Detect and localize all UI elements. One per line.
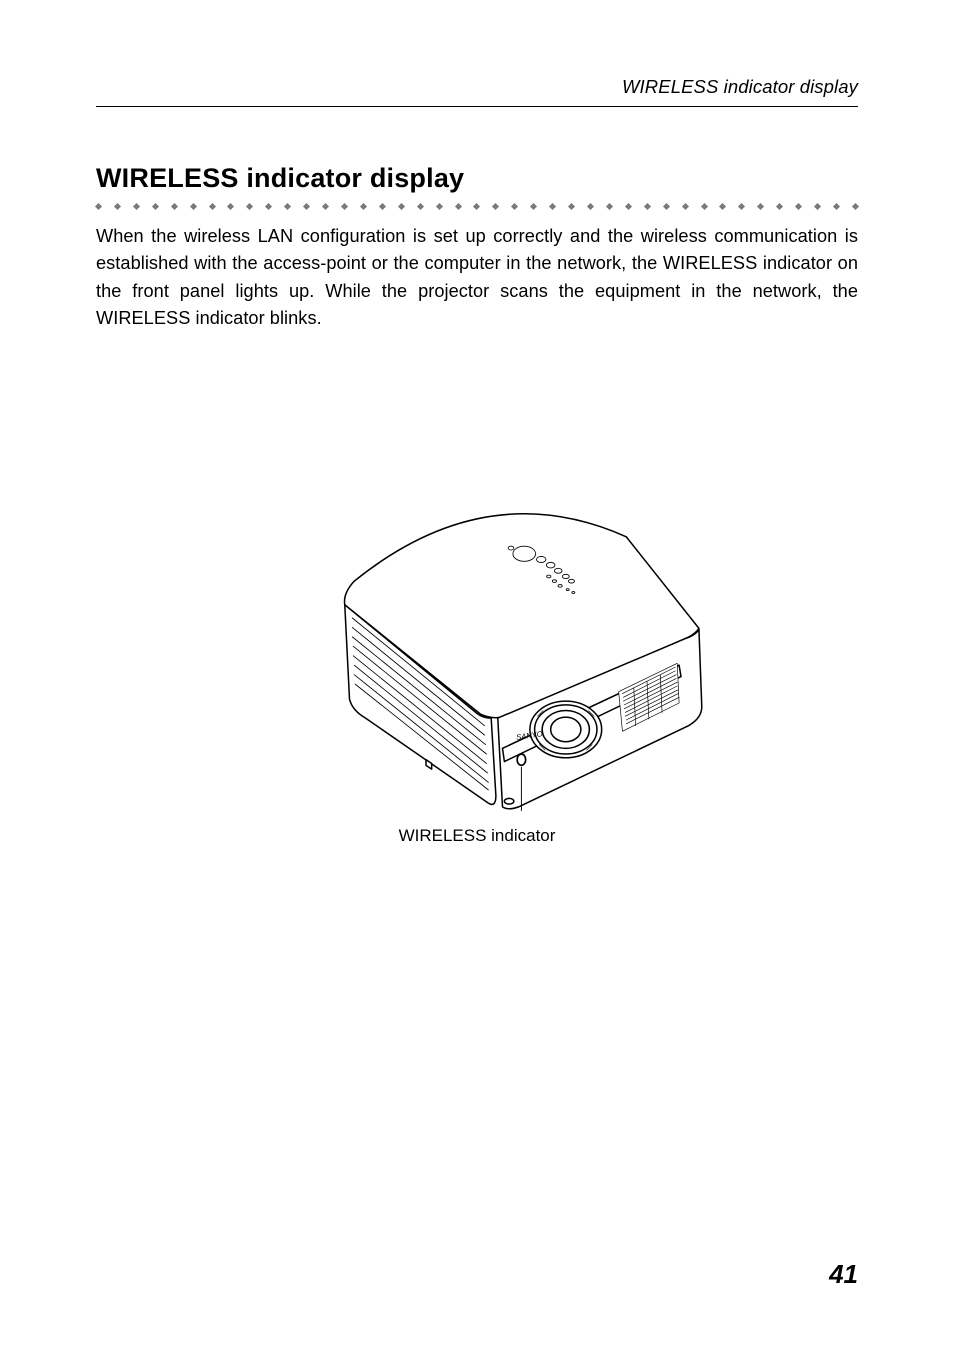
body-paragraph: When the wireless LAN configuration is s… (96, 223, 858, 332)
decorative-dot (473, 203, 480, 210)
decorative-dot (95, 203, 102, 210)
decorative-dot (171, 203, 178, 210)
page: WIRELESS indicator display WIRELESS indi… (0, 0, 954, 1350)
decorative-dot (417, 203, 424, 210)
section-title: WIRELESS indicator display (96, 163, 858, 194)
decorative-dot (511, 203, 518, 210)
page-number: 41 (829, 1259, 858, 1290)
decorative-dot (454, 203, 461, 210)
running-head: WIRELESS indicator display (96, 76, 858, 107)
decorative-dot (587, 203, 594, 210)
decorative-dot (398, 203, 405, 210)
decorative-dot (322, 203, 329, 210)
decorative-dot (776, 203, 783, 210)
projector-illustration: SANYO (227, 482, 727, 822)
decorative-dot (284, 203, 291, 210)
decorative-dot (757, 203, 764, 210)
decorative-dot (436, 203, 443, 210)
decorative-dot (852, 203, 859, 210)
decorative-dot (663, 203, 670, 210)
decorative-dot (114, 203, 121, 210)
decorative-dot (568, 203, 575, 210)
decorative-dot (265, 203, 272, 210)
decorative-dot (644, 203, 651, 210)
decorative-dot (814, 203, 821, 210)
decorative-dot (795, 203, 802, 210)
decorative-dot (606, 203, 613, 210)
decorative-dot (700, 203, 707, 210)
decorative-dot (549, 203, 556, 210)
decorative-dot (492, 203, 499, 210)
decorative-dot (208, 203, 215, 210)
decorative-dot (530, 203, 537, 210)
decorative-dot (303, 203, 310, 210)
decorative-dot (190, 203, 197, 210)
decorative-dot (682, 203, 689, 210)
decorative-dots-row (96, 204, 858, 209)
decorative-dot (738, 203, 745, 210)
projector-figure: SANYO (96, 482, 858, 822)
decorative-dot (152, 203, 159, 210)
decorative-dot (341, 203, 348, 210)
decorative-dot (227, 203, 234, 210)
decorative-dot (246, 203, 253, 210)
decorative-dot (379, 203, 386, 210)
decorative-dot (625, 203, 632, 210)
decorative-dot (133, 203, 140, 210)
decorative-dot (833, 203, 840, 210)
decorative-dot (360, 203, 367, 210)
decorative-dot (719, 203, 726, 210)
figure-caption: WIRELESS indicator (96, 826, 858, 846)
